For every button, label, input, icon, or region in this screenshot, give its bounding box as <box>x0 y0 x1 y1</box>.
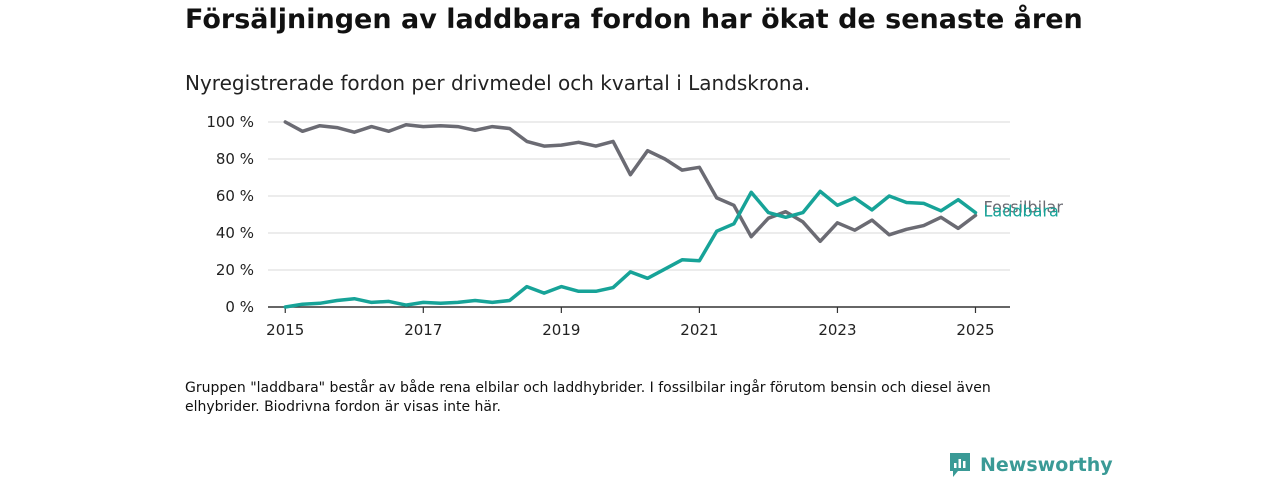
y-axis: 0 % 20 % 40 % 60 % 80 % 100 % <box>206 113 254 316</box>
x-tick-label: 2015 <box>266 321 304 339</box>
y-tick-label: 40 % <box>216 224 254 242</box>
series-line-fossilbilar <box>283 120 978 244</box>
footnote: Gruppen "laddbara" består av både rena e… <box>185 380 991 415</box>
y-tick-label: 20 % <box>216 261 254 279</box>
brand-logo: Newsworthy <box>948 450 1113 480</box>
newsworthy-logo-icon <box>950 453 970 477</box>
x-tick-label: 2021 <box>680 321 718 339</box>
y-tick-label: 0 % <box>225 298 254 316</box>
y-tick-label: 80 % <box>216 150 254 168</box>
y-tick-label: 60 % <box>216 187 254 205</box>
series-line-laddbara <box>283 189 978 309</box>
gridlines <box>268 121 1010 271</box>
chart-subtitle: Nyregistrerade fordon per drivmedel och … <box>185 71 811 95</box>
x-tick-label: 2023 <box>818 321 856 339</box>
series-label-fossilbilar: Fossilbilar <box>983 197 1063 216</box>
chart-title: Försäljningen av laddbara fordon har öka… <box>185 4 1083 35</box>
brand-name: Newsworthy <box>980 454 1113 476</box>
x-axis: 2015 2017 2019 2021 2023 2025 <box>266 306 1010 339</box>
series-lines <box>283 120 978 309</box>
x-tick-label: 2019 <box>542 321 580 339</box>
x-tick-label: 2025 <box>956 321 994 339</box>
x-tick-label: 2017 <box>404 321 442 339</box>
y-tick-label: 100 % <box>206 113 254 131</box>
series-label-laddbara: Laddbara <box>983 202 1058 221</box>
